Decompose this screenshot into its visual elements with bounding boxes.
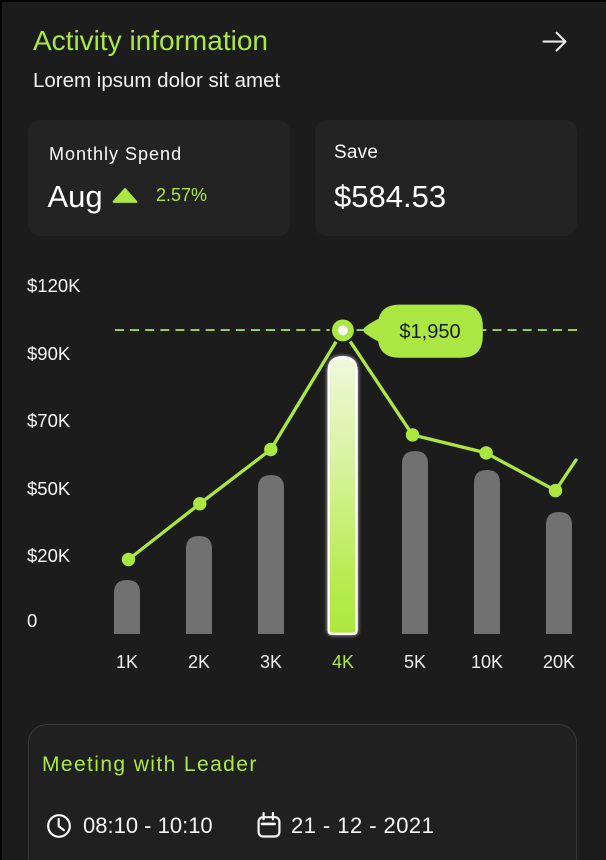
- svg-text:$1,950: $1,950: [399, 321, 460, 343]
